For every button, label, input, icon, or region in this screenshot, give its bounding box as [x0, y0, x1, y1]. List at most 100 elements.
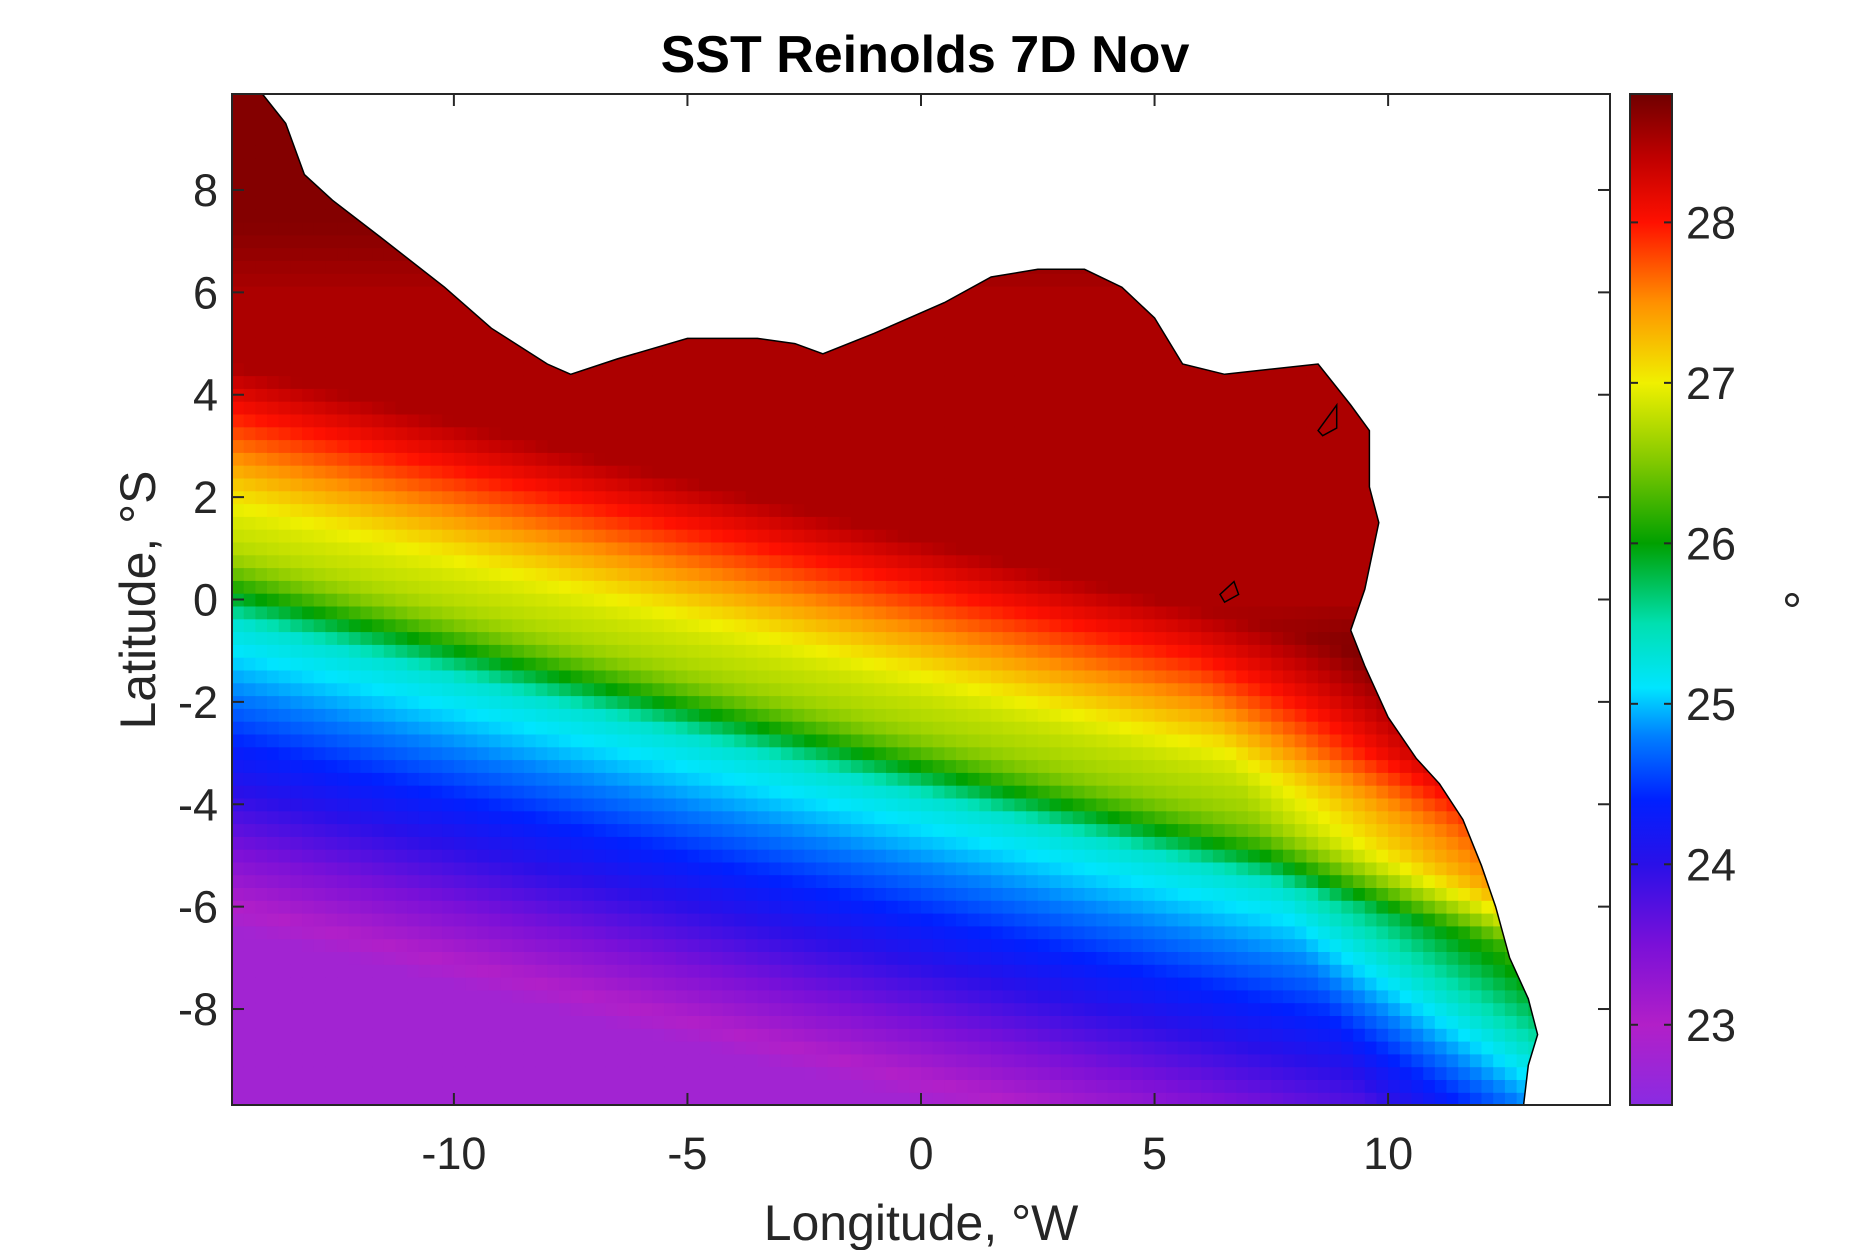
heatmap-cell [675, 836, 689, 850]
heatmap-cell [605, 951, 618, 965]
heatmap-cell [290, 362, 303, 377]
heatmap-cell [442, 324, 455, 338]
heatmap-cell [745, 1079, 759, 1093]
heatmap-cell [477, 951, 490, 965]
heatmap-cell [967, 1092, 980, 1105]
heatmap-cell [442, 644, 455, 658]
heatmap-cell [535, 951, 548, 965]
heatmap-cell [290, 529, 303, 543]
heatmap-cell [477, 810, 490, 825]
heatmap-cell [348, 823, 362, 837]
heatmap-cell [839, 580, 852, 594]
heatmap-cell [372, 1066, 385, 1080]
heatmap-cell [302, 273, 315, 287]
heatmap-cell [360, 426, 373, 441]
heatmap-cell [337, 260, 350, 274]
heatmap-cell [710, 797, 724, 812]
heatmap-cell [465, 759, 478, 773]
heatmap-cell [559, 836, 572, 850]
heatmap-cell [570, 1053, 583, 1068]
heatmap-cell [313, 951, 326, 965]
heatmap-cell [886, 913, 899, 927]
heatmap-cell [418, 337, 432, 351]
heatmap-cell [804, 810, 817, 825]
heatmap-cell [500, 1002, 513, 1016]
heatmap-cell [699, 529, 712, 543]
heatmap-cell [617, 785, 630, 799]
heatmap-cell [804, 1002, 817, 1016]
heatmap-cell [804, 477, 817, 492]
heatmap-cell [290, 273, 303, 287]
heatmap-cell [594, 849, 607, 863]
heatmap-cell [629, 631, 642, 645]
heatmap-cell [886, 938, 899, 952]
heatmap-cell [325, 836, 338, 850]
heatmap-cell [734, 785, 747, 799]
heatmap-cell [897, 349, 910, 364]
heatmap-cell [722, 964, 735, 978]
heatmap-cell [699, 401, 712, 415]
heatmap-cell [734, 567, 747, 581]
heatmap-cell [932, 669, 945, 684]
heatmap-cell [243, 196, 256, 210]
heatmap-cell [862, 861, 875, 876]
heatmap-cell [278, 823, 291, 837]
heatmap-cell [897, 554, 910, 569]
heatmap-cell [512, 1079, 525, 1093]
heatmap-cell [921, 465, 934, 479]
heatmap-cell [559, 721, 572, 735]
heatmap-cell [769, 554, 782, 569]
heatmap-cell [769, 605, 782, 620]
heatmap-cell [745, 388, 759, 402]
heatmap-cell [850, 977, 864, 991]
heatmap-cell [652, 989, 665, 1004]
heatmap-cell [582, 797, 595, 812]
heatmap-cell [780, 413, 794, 428]
heatmap-cell [512, 657, 525, 671]
heatmap-cell [418, 413, 432, 428]
heatmap-cell [302, 887, 315, 901]
heatmap-cell [243, 337, 256, 351]
heatmap-cell [605, 887, 618, 901]
heatmap-cell [745, 951, 759, 965]
heatmap-cell [465, 913, 478, 927]
heatmap-cell [780, 657, 794, 671]
heatmap-cell [232, 324, 245, 338]
heatmap-cell [488, 657, 502, 671]
heatmap-cell [745, 541, 759, 556]
heatmap-cell [535, 964, 548, 978]
heatmap-cell [523, 580, 537, 594]
heatmap-cell [582, 669, 595, 684]
heatmap-cell [418, 324, 432, 338]
heatmap-cell [710, 516, 724, 530]
heatmap-cell [594, 529, 607, 543]
heatmap-cell [570, 657, 583, 671]
heatmap-cell [348, 874, 362, 888]
heatmap-cell [442, 1028, 455, 1042]
heatmap-cell [815, 1028, 829, 1042]
heatmap-cell [278, 541, 291, 556]
heatmap-cell [523, 1002, 537, 1016]
heatmap-cell [804, 567, 817, 581]
heatmap-cell [944, 541, 957, 556]
heatmap-cell [921, 541, 934, 556]
heatmap-cell [652, 682, 665, 697]
heatmap-cell [267, 362, 280, 377]
heatmap-cell [932, 1041, 945, 1055]
heatmap-cell [348, 1028, 362, 1042]
heatmap-cell [267, 260, 280, 274]
heatmap-cell [874, 362, 887, 377]
heatmap-cell [465, 605, 478, 620]
heatmap-cell [453, 529, 467, 543]
heatmap-cell [897, 439, 910, 453]
heatmap-cell [477, 708, 490, 722]
heatmap-cell [605, 375, 618, 389]
heatmap-cell [780, 1041, 794, 1055]
heatmap-cell [745, 836, 759, 850]
heatmap-cell [290, 1066, 303, 1080]
heatmap-cell [570, 669, 583, 684]
heatmap-cell [500, 977, 513, 991]
heatmap-cell [559, 1002, 572, 1016]
heatmap-cell [664, 1028, 677, 1042]
heatmap-cell [535, 913, 548, 927]
